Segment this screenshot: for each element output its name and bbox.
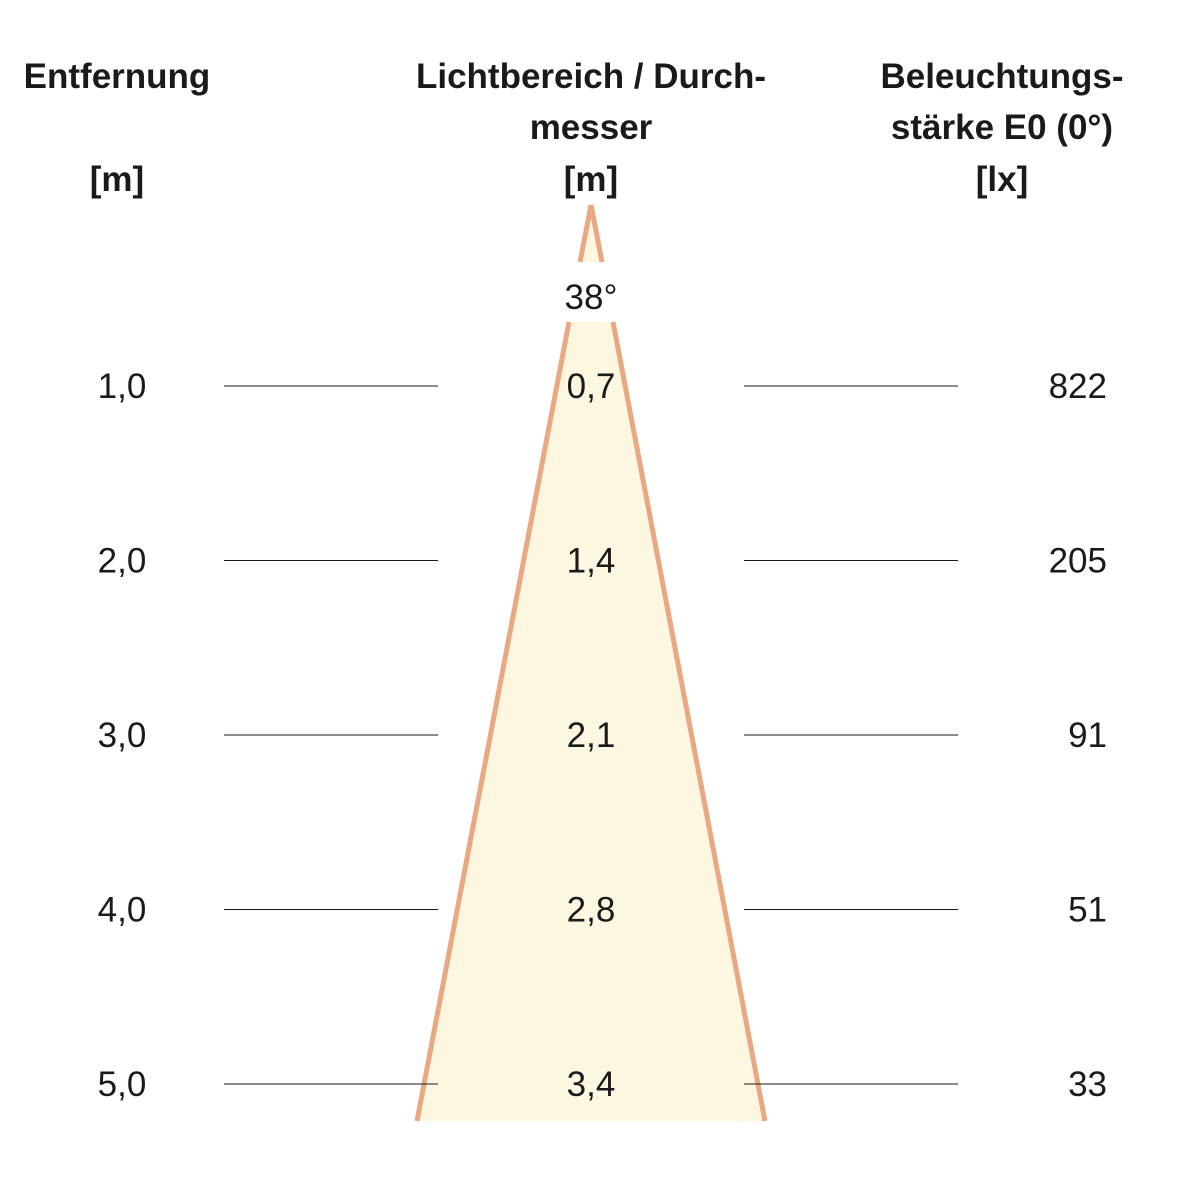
illuminance-unit: [lx] <box>976 160 1029 199</box>
illuminance-value: 205 <box>1049 542 1107 581</box>
diameter-unit: [m] <box>564 160 618 199</box>
rows: 1,0 0,7 822 2,0 1,4 205 3,0 2,1 91 4,0 2,8 51 5,0 3,4… <box>98 367 1107 1104</box>
diameter-value: 2,8 <box>567 891 616 930</box>
illuminance-value: 51 <box>1068 891 1107 930</box>
diameter-header-line2: messer <box>530 108 653 147</box>
distance-value: 2,0 <box>98 542 147 581</box>
cone-edge-left <box>414 321 572 1122</box>
cone-edge-right-top <box>588 204 605 263</box>
illuminance-value: 33 <box>1068 1065 1107 1104</box>
distance-value: 4,0 <box>98 891 147 930</box>
distance-header: Entfernung <box>24 57 211 96</box>
illuminance-header-line1: Beleuchtungs- <box>880 57 1123 96</box>
distance-unit: [m] <box>90 160 144 199</box>
distance-value: 5,0 <box>98 1065 147 1104</box>
illuminance-header-line2: stärke E0 (0°) <box>891 108 1113 147</box>
illuminance-value: 822 <box>1049 367 1107 406</box>
cone-fill <box>417 205 765 1121</box>
cone-edge-right <box>610 321 768 1122</box>
diameter-value: 2,1 <box>567 716 616 755</box>
distance-value: 3,0 <box>98 716 147 755</box>
diameter-value: 0,7 <box>567 367 616 406</box>
distance-value: 1,0 <box>98 367 147 406</box>
diameter-value: 3,4 <box>567 1065 616 1104</box>
cone-edge-left-top <box>577 204 594 263</box>
beam-angle-label: 38° <box>565 278 618 317</box>
angle-label-gap <box>540 262 642 322</box>
diameter-header-line1: Lichtbereich / Durch- <box>416 57 766 96</box>
illuminance-value: 91 <box>1068 716 1107 755</box>
diameter-value: 1,4 <box>567 542 616 581</box>
cone <box>414 204 768 1122</box>
